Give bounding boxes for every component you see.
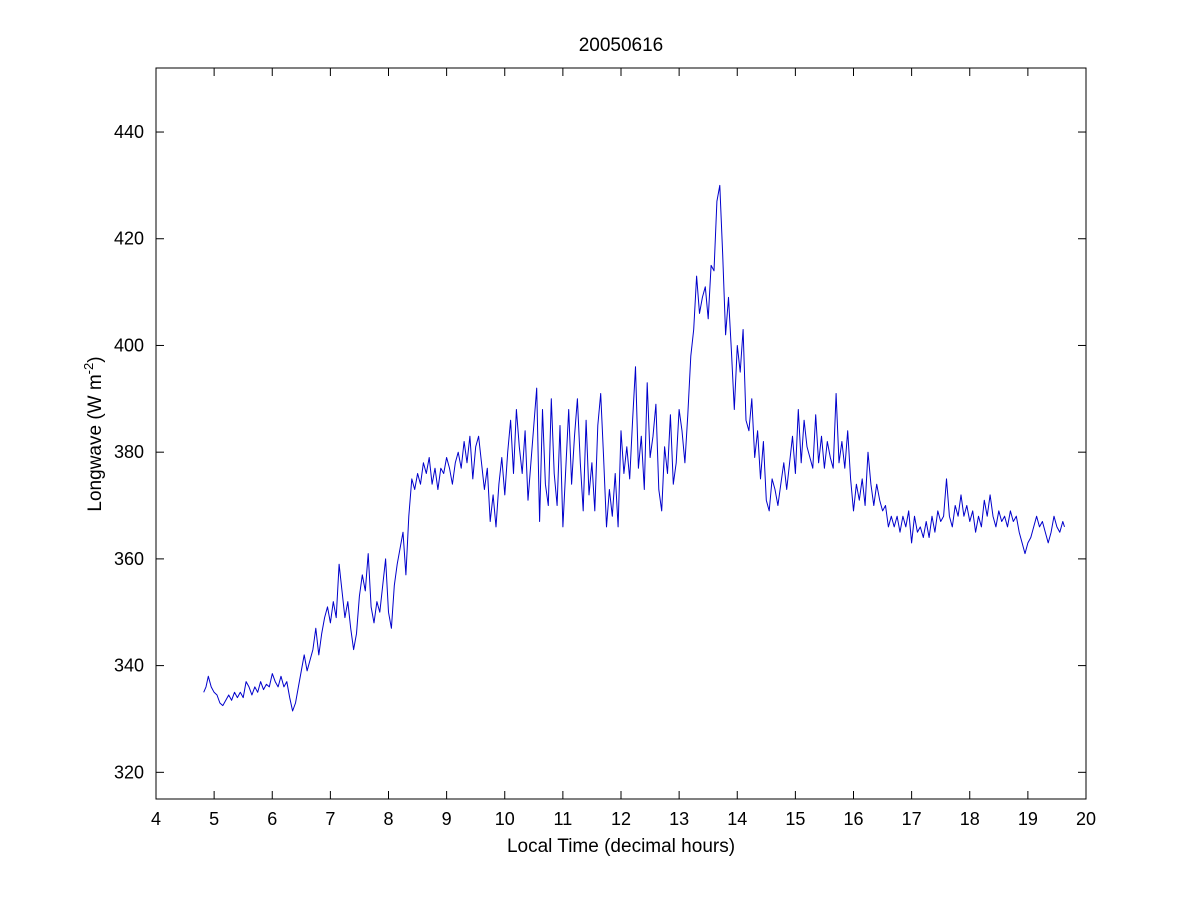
y-tick-label: 340 — [114, 656, 144, 676]
x-tick-label: 12 — [611, 809, 631, 829]
x-tick-label: 15 — [785, 809, 805, 829]
ticks-layer: 4 5 6 7 8 9 10 11 12 13 14 15 16 17 18 19 20 320 340 360 380… — [114, 68, 1096, 829]
y-axis-label-end: ) — [85, 356, 106, 362]
x-tick-label: 14 — [727, 809, 747, 829]
x-tick-label: 9 — [442, 809, 452, 829]
x-tick-label: 19 — [1018, 809, 1038, 829]
x-tick-label: 16 — [843, 809, 863, 829]
y-axis-label-exponent: -2 — [81, 363, 96, 375]
y-tick-label: 320 — [114, 762, 144, 782]
y-axis-label: Longwave (W m-2) — [81, 356, 106, 511]
x-tick-label: 7 — [325, 809, 335, 829]
y-tick-label: 360 — [114, 549, 144, 569]
x-tick-label: 17 — [902, 809, 922, 829]
x-tick-label: 5 — [209, 809, 219, 829]
series-layer — [203, 184, 1065, 712]
x-tick-label: 6 — [267, 809, 277, 829]
x-tick-label: 10 — [495, 809, 515, 829]
x-tick-label: 18 — [960, 809, 980, 829]
series-line — [203, 184, 1065, 712]
y-axis-label-main: Longwave (W m — [85, 374, 106, 511]
x-tick-label: 20 — [1076, 809, 1096, 829]
x-tick-label: 4 — [151, 809, 161, 829]
axes-box — [155, 67, 1087, 800]
x-axis-label: Local Time (decimal hours) — [507, 836, 735, 857]
x-tick-label: 11 — [554, 809, 573, 829]
chart-title: 20050616 — [579, 35, 664, 56]
y-tick-label: 400 — [114, 335, 144, 355]
y-tick-label: 440 — [114, 122, 144, 142]
y-tick-label: 380 — [114, 442, 144, 462]
y-tick-label: 420 — [114, 229, 144, 249]
x-tick-label: 13 — [669, 809, 689, 829]
x-tick-label: 8 — [383, 809, 393, 829]
